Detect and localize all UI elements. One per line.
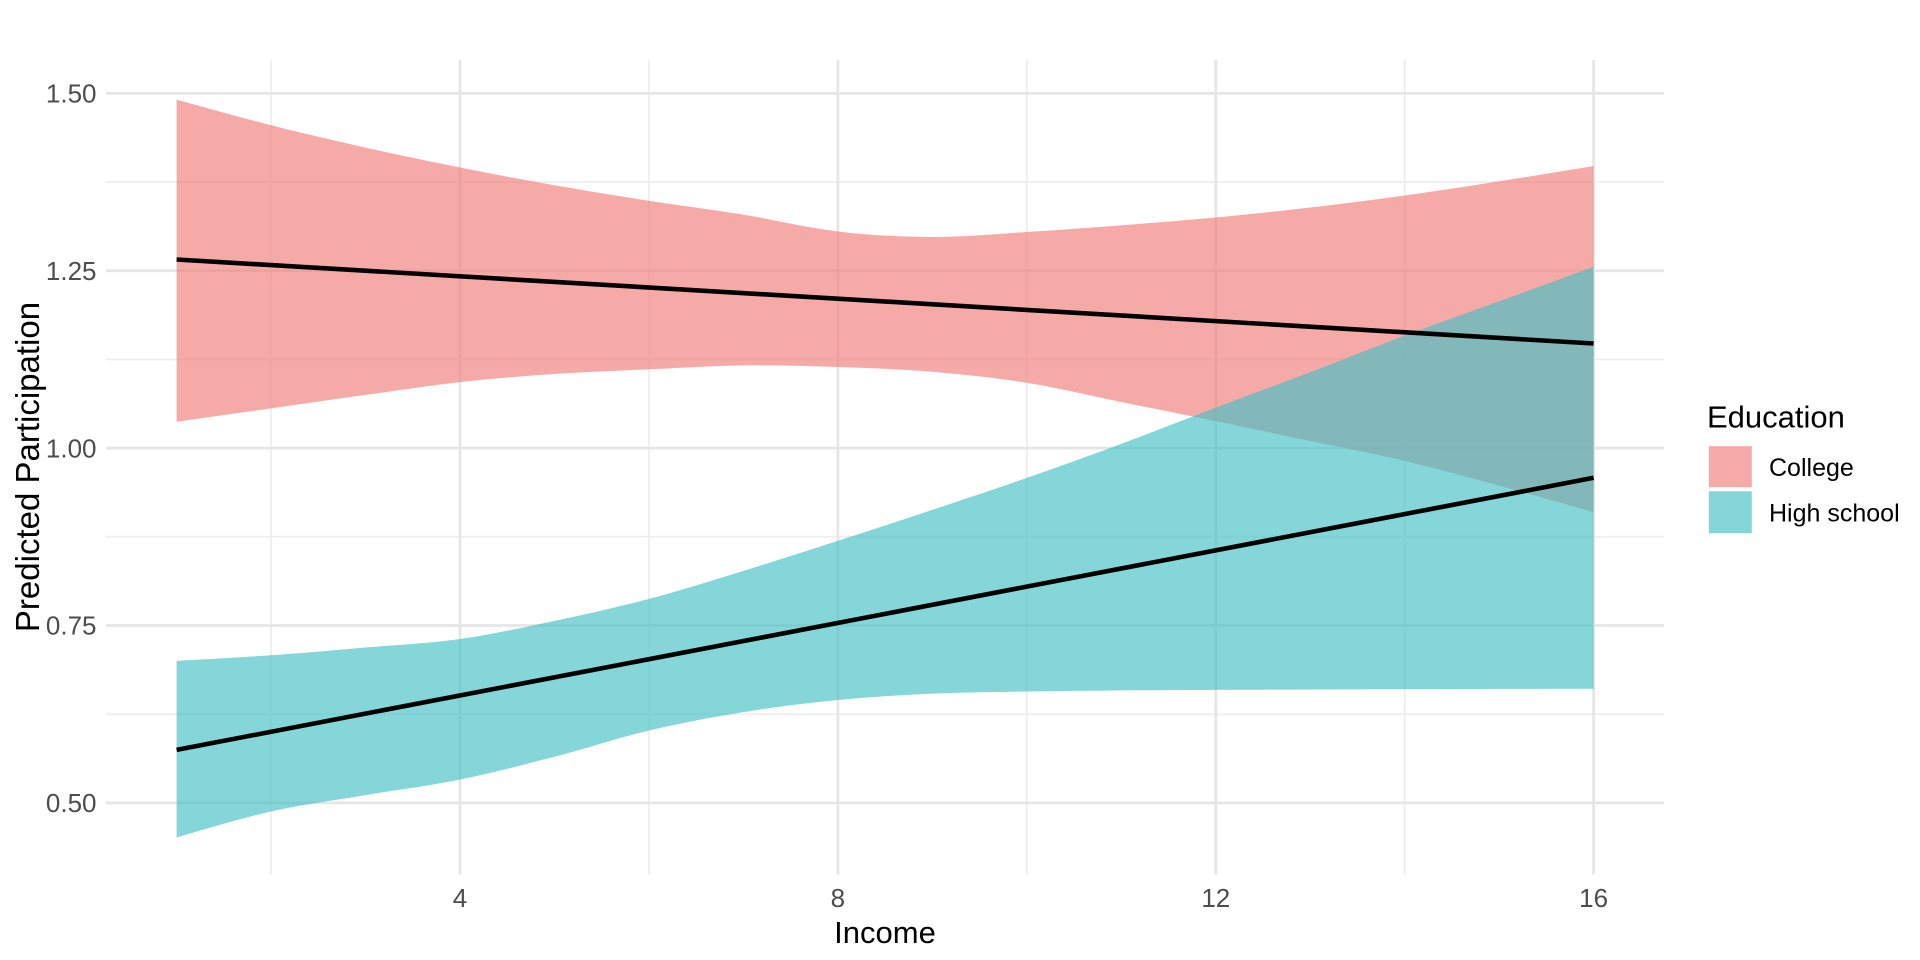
svg-text:0.50: 0.50 xyxy=(46,788,97,818)
svg-text:Predicted Participation: Predicted Participation xyxy=(9,302,46,632)
svg-text:12: 12 xyxy=(1201,883,1230,913)
svg-text:Education: Education xyxy=(1707,400,1845,435)
svg-text:16: 16 xyxy=(1579,883,1608,913)
svg-text:Income: Income xyxy=(834,915,936,950)
svg-text:1.25: 1.25 xyxy=(46,256,97,286)
svg-text:0.75: 0.75 xyxy=(46,611,97,641)
svg-text:High school: High school xyxy=(1769,499,1900,527)
svg-text:8: 8 xyxy=(831,883,845,913)
svg-text:1.50: 1.50 xyxy=(46,79,97,109)
svg-text:1.00: 1.00 xyxy=(46,433,97,463)
svg-text:College: College xyxy=(1769,454,1854,482)
svg-text:4: 4 xyxy=(453,883,467,913)
